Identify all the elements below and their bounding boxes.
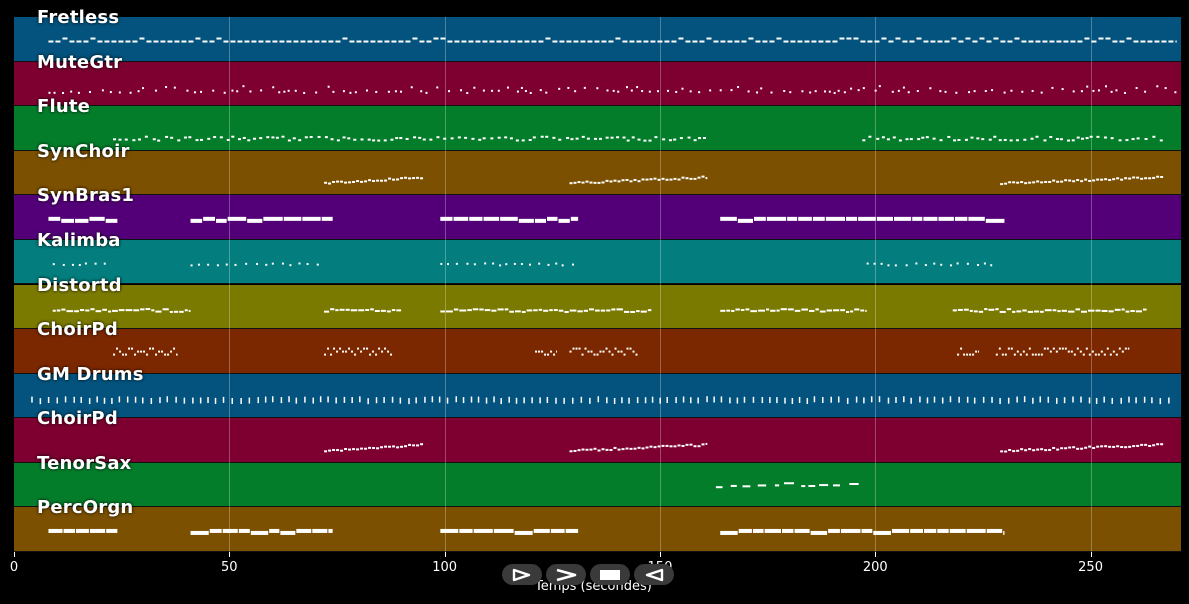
rewind-button[interactable] bbox=[634, 564, 674, 585]
track-name: SynBras1 bbox=[37, 185, 135, 207]
track-row[interactable]: Fretless bbox=[14, 7, 1181, 62]
track-name: Fretless bbox=[37, 7, 120, 28]
track-name: ChoirPd bbox=[37, 408, 118, 430]
track-row[interactable]: Distortd bbox=[14, 275, 1181, 330]
tick-mark bbox=[875, 552, 877, 557]
track-list: Fretless MuteGtr Flute SynChoir SynBras1 Kali… bbox=[14, 7, 1181, 552]
track-name: Kalimba bbox=[37, 229, 121, 251]
play-button[interactable] bbox=[502, 564, 542, 585]
stop-icon bbox=[600, 569, 620, 580]
rewind-icon bbox=[645, 568, 664, 581]
track-row[interactable]: GM Drums bbox=[14, 364, 1181, 419]
track-name: Distortd bbox=[37, 274, 122, 296]
track-name: MuteGtr bbox=[37, 51, 123, 73]
fast-forward-button[interactable] bbox=[546, 564, 586, 585]
grid-line bbox=[229, 17, 231, 552]
track-name: ChoirPd bbox=[37, 319, 118, 341]
track-row[interactable]: TenorSax bbox=[14, 453, 1181, 508]
track-row[interactable]: ChoirPd bbox=[14, 408, 1181, 463]
track-name: PercOrgn bbox=[37, 497, 134, 519]
track-row[interactable]: ChoirPd bbox=[14, 319, 1181, 374]
track-row[interactable]: SynBras1 bbox=[14, 185, 1181, 240]
x-tick-label: 100 bbox=[432, 560, 458, 575]
play-icon bbox=[512, 568, 531, 581]
tick-mark bbox=[444, 552, 446, 557]
track-name: SynChoir bbox=[37, 140, 130, 162]
x-tick-label: 200 bbox=[862, 560, 888, 575]
track-row[interactable]: SynChoir bbox=[14, 141, 1181, 196]
track-name: TenorSax bbox=[37, 452, 132, 474]
grid-line bbox=[875, 17, 877, 552]
tick-mark bbox=[229, 552, 231, 557]
track-row[interactable]: MuteGtr bbox=[14, 52, 1181, 107]
track-row[interactable]: Flute bbox=[14, 96, 1181, 151]
track-name: Flute bbox=[37, 96, 91, 118]
grid-line bbox=[659, 17, 661, 552]
x-tick-label: 0 bbox=[9, 560, 19, 575]
tick-mark bbox=[14, 552, 15, 557]
track-row[interactable]: PercOrgn bbox=[14, 497, 1181, 552]
x-tick-label: 50 bbox=[221, 560, 238, 575]
grid-line bbox=[1090, 17, 1092, 552]
x-tick-label: 250 bbox=[1078, 560, 1103, 575]
track-row[interactable]: Kalimba bbox=[14, 230, 1181, 285]
stop-button[interactable] bbox=[590, 564, 630, 585]
fast-forward-icon bbox=[556, 568, 577, 581]
tick-mark bbox=[659, 552, 661, 557]
track-name: GM Drums bbox=[37, 363, 144, 385]
grid-line bbox=[444, 17, 446, 552]
tick-mark bbox=[1090, 552, 1092, 557]
transport-controls bbox=[502, 564, 674, 586]
